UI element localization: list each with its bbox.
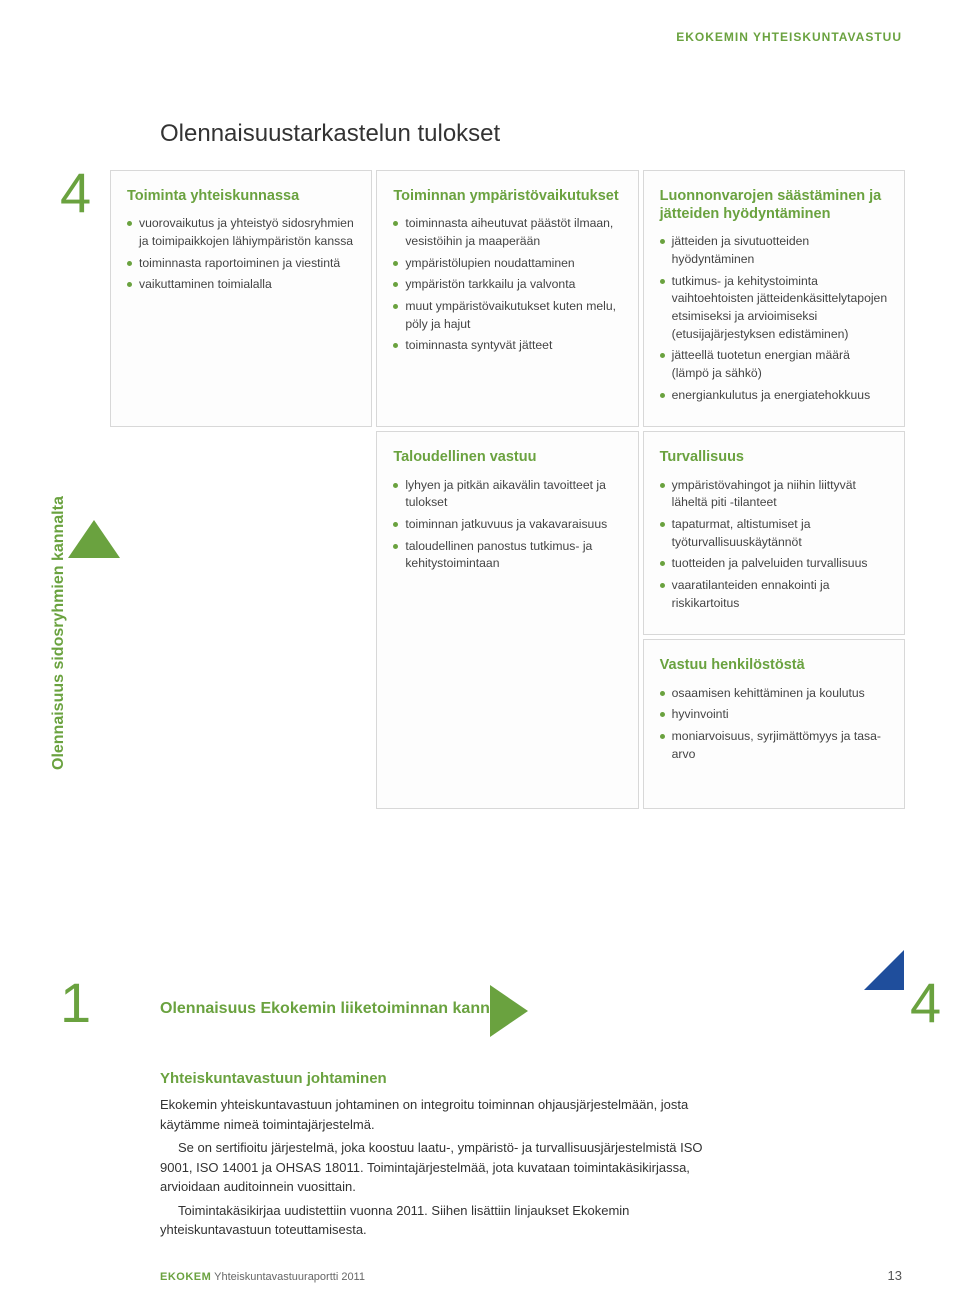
cell-title: Turvallisuus [660, 448, 888, 466]
triangle-corner-icon [864, 950, 904, 990]
list-item: moniarvoisuus, syrjimättömyys ja tasa-ar… [660, 728, 888, 763]
footer-brand: EKOKEM [160, 1271, 211, 1283]
body-paragraph: Toimintakäsikirjaa uudistettiin vuonna 2… [160, 1201, 720, 1240]
cell-environment: Toiminnan ympäristövaikutukset toiminnas… [376, 170, 638, 427]
axis-bottom-right-number: 4 [910, 970, 941, 1035]
cell-list: toiminnasta aiheutuvat päästöt ilmaan, v… [393, 215, 621, 355]
cell-title: Toiminnan ympäristövaikutukset [393, 187, 621, 205]
cell-personnel: Vastuu henkilöstöstä osaamisen kehittämi… [643, 639, 905, 809]
cell-list: osaamisen kehittäminen ja koulutus hyvin… [660, 685, 888, 764]
list-item: energiankulutus ja energiatehokkuus [660, 387, 888, 405]
list-item: tutkimus- ja kehitystoiminta vaihtoehtoi… [660, 273, 888, 344]
list-item: tuotteiden ja palveluiden turvallisuus [660, 555, 888, 573]
list-item: jätteellä tuotetun energian määrä (lämpö… [660, 347, 888, 382]
list-item: toiminnasta raportoiminen ja viestintä [127, 255, 355, 273]
cell-list: jätteiden ja sivutuotteiden hyödyntämine… [660, 233, 888, 404]
list-item: lyhyen ja pitkän aikavälin tavoitteet ja… [393, 477, 621, 512]
list-item: tapaturmat, altistumiset ja työturvallis… [660, 516, 888, 551]
page-number: 13 [888, 1268, 902, 1283]
cell-title: Toiminta yhteiskunnassa [127, 187, 355, 205]
cell-economic: Taloudellinen vastuu lyhyen ja pitkän ai… [376, 431, 638, 809]
empty-cell [110, 431, 372, 809]
matrix-row-1: Toiminta yhteiskunnassa vuorovaikutus ja… [110, 170, 905, 427]
matrix-right-stack: Turvallisuus ympäristövahingot ja niihin… [643, 431, 905, 809]
footer-doc-name: Yhteiskuntavastuuraportti 2011 [211, 1271, 365, 1283]
list-item: vaaratilanteiden ennakointi ja riskikart… [660, 577, 888, 612]
list-item: ympäristövahingot ja niihin liittyvät lä… [660, 477, 888, 512]
matrix-row-2: Taloudellinen vastuu lyhyen ja pitkän ai… [110, 431, 905, 809]
list-item: toiminnasta syntyvät jätteet [393, 337, 621, 355]
cell-title: Vastuu henkilöstöstä [660, 656, 888, 674]
cell-list: lyhyen ja pitkän aikavälin tavoitteet ja… [393, 477, 621, 573]
cell-title: Luonnonvarojen säästäminen ja jätteiden … [660, 187, 888, 223]
list-item: taloudellinen panostus tutkimus- ja kehi… [393, 538, 621, 573]
materiality-matrix: Toiminta yhteiskunnassa vuorovaikutus ja… [110, 170, 905, 809]
list-item: ympäristön tarkkailu ja valvonta [393, 276, 621, 294]
x-axis-label: Olennaisuus Ekokemin liiketoiminnan kann… [160, 1000, 517, 1018]
list-item: hyvinvointi [660, 706, 888, 724]
body-paragraph: Ekokemin yhteiskuntavastuun johtaminen o… [160, 1095, 720, 1134]
y-axis-label: Olennaisuus sidosryhmien kannalta [50, 496, 68, 770]
header-label: EKOKEMIN YHTEISKUNTAVASTUU [676, 30, 902, 44]
axis-bottom-left-number: 1 [60, 970, 91, 1035]
triangle-right-icon [490, 985, 528, 1037]
list-item: osaamisen kehittäminen ja koulutus [660, 685, 888, 703]
cell-safety: Turvallisuus ympäristövahingot ja niihin… [643, 431, 905, 635]
axis-top-number: 4 [60, 160, 91, 225]
list-item: muut ympäristövaikutukset kuten melu, pö… [393, 298, 621, 333]
cell-title: Taloudellinen vastuu [393, 448, 621, 466]
list-item: jätteiden ja sivutuotteiden hyödyntämine… [660, 233, 888, 268]
body-paragraph: Se on sertifioitu järjestelmä, joka koos… [160, 1138, 720, 1197]
list-item: vuorovaikutus ja yhteistyö sidosryhmien … [127, 215, 355, 250]
cell-list: vuorovaikutus ja yhteistyö sidosryhmien … [127, 215, 355, 294]
list-item: toiminnan jatkuvuus ja vakavaraisuus [393, 516, 621, 534]
cell-list: ympäristövahingot ja niihin liittyvät lä… [660, 477, 888, 613]
cell-community: Toiminta yhteiskunnassa vuorovaikutus ja… [110, 170, 372, 427]
list-item: ympäristölupien noudattaminen [393, 255, 621, 273]
list-item: vaikuttaminen toimialalla [127, 276, 355, 294]
body-heading: Yhteiskuntavastuun johtaminen [160, 1070, 720, 1087]
body-section: Yhteiskuntavastuun johtaminen Ekokemin y… [160, 1070, 720, 1244]
footer-doc-title: EKOKEM Yhteiskuntavastuuraportti 2011 [160, 1271, 365, 1283]
list-item: toiminnasta aiheutuvat päästöt ilmaan, v… [393, 215, 621, 250]
page-title: Olennaisuustarkastelun tulokset [160, 120, 500, 148]
cell-resources: Luonnonvarojen säästäminen ja jätteiden … [643, 170, 905, 427]
